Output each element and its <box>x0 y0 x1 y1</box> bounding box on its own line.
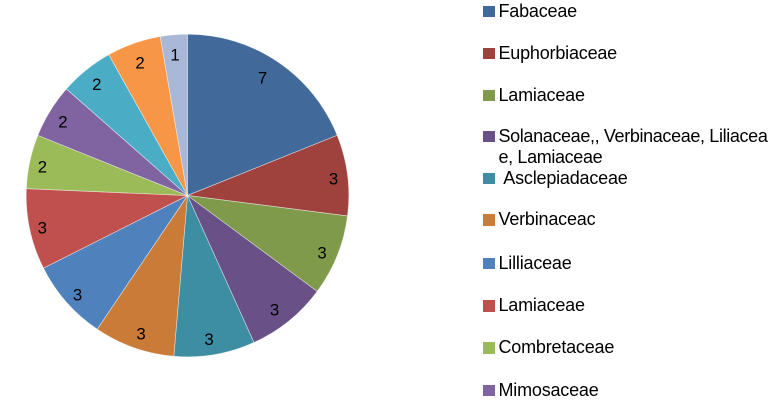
svg-text:3: 3 <box>38 219 47 238</box>
svg-text:3: 3 <box>270 300 279 319</box>
svg-text:2: 2 <box>135 54 144 73</box>
svg-text:2: 2 <box>38 157 47 176</box>
svg-text:3: 3 <box>136 325 145 344</box>
svg-text:3: 3 <box>329 170 338 189</box>
svg-text:2: 2 <box>92 75 101 94</box>
svg-text:3: 3 <box>317 244 326 263</box>
svg-text:2: 2 <box>58 113 67 132</box>
svg-text:1: 1 <box>170 46 179 65</box>
svg-text:3: 3 <box>73 285 82 304</box>
svg-text:7: 7 <box>258 69 267 88</box>
svg-text:3: 3 <box>204 330 213 349</box>
